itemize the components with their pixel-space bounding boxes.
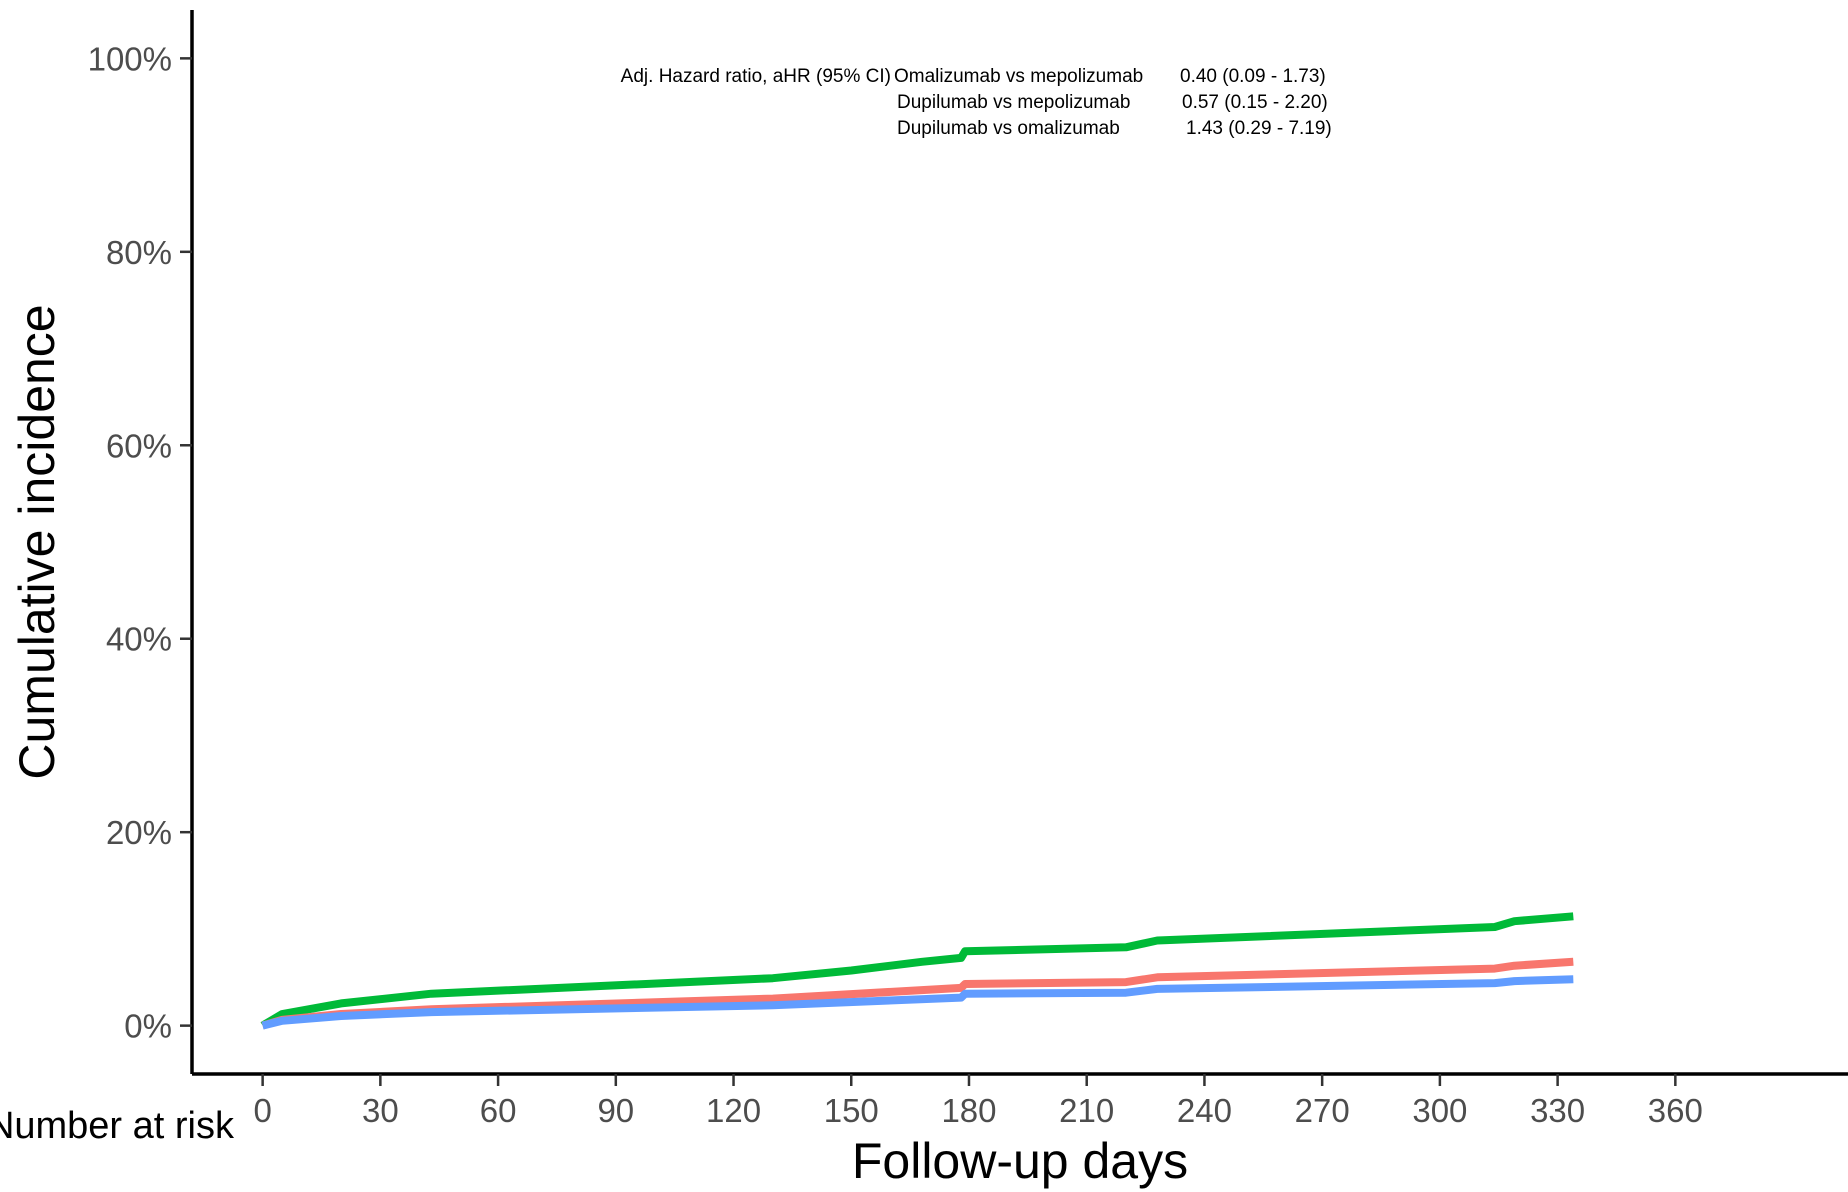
series-layer	[260, 912, 1574, 1030]
x-tick-label: 270	[1295, 1092, 1350, 1129]
x-tick-label: 240	[1177, 1092, 1232, 1129]
x-axis-title: Follow-up days	[852, 1133, 1188, 1189]
y-tick-label: 80%	[106, 234, 172, 271]
annotation-label: Adj. Hazard ratio, aHR (95% CI)	[621, 66, 891, 87]
annotation-value: 0.40 (0.09 - 1.73)	[1180, 66, 1326, 87]
x-tick-label: 60	[480, 1092, 517, 1129]
y-tick-label: 60%	[106, 427, 172, 464]
series-line-1	[260, 912, 1574, 1030]
axes: 0% 20% 40% 60% 80% 100% 0 30 60 90 120 150 180 210 240…	[88, 10, 1848, 1129]
x-tick-label: 30	[362, 1092, 399, 1129]
annotation-comparison: Dupilumab vs omalizumab	[897, 118, 1120, 139]
x-tick-label: 150	[824, 1092, 879, 1129]
x-tick-label: 120	[706, 1092, 761, 1129]
y-tick-label: 40%	[106, 621, 172, 658]
annotation-value: 1.43 (0.29 - 7.19)	[1186, 118, 1332, 139]
y-axis-title: Cumulative incidence	[9, 304, 65, 779]
series-line-3	[261, 975, 1574, 1030]
annotation-comparison: Omalizumab vs mepolizumab	[894, 66, 1143, 87]
x-tick-label: 300	[1412, 1092, 1467, 1129]
hazard-ratio-annotation: Adj. Hazard ratio, aHR (95% CI) Omalizuma…	[621, 66, 1332, 139]
y-tick-label: 20%	[106, 814, 172, 851]
x-tick-label: 330	[1530, 1092, 1585, 1129]
x-tick-label: 210	[1059, 1092, 1114, 1129]
x-tick-label: 360	[1648, 1092, 1703, 1129]
risk-table-label: Number at risk	[0, 1105, 235, 1147]
annotation-value: 0.57 (0.15 - 2.20)	[1182, 92, 1328, 113]
x-tick-label: 90	[597, 1092, 634, 1129]
x-tick-label: 180	[941, 1092, 996, 1129]
x-tick-label: 0	[253, 1092, 271, 1129]
y-tick-label: 0%	[124, 1008, 172, 1045]
annotation-comparison: Dupilumab vs mepolizumab	[897, 92, 1130, 113]
y-tick-label: 100%	[88, 40, 172, 77]
